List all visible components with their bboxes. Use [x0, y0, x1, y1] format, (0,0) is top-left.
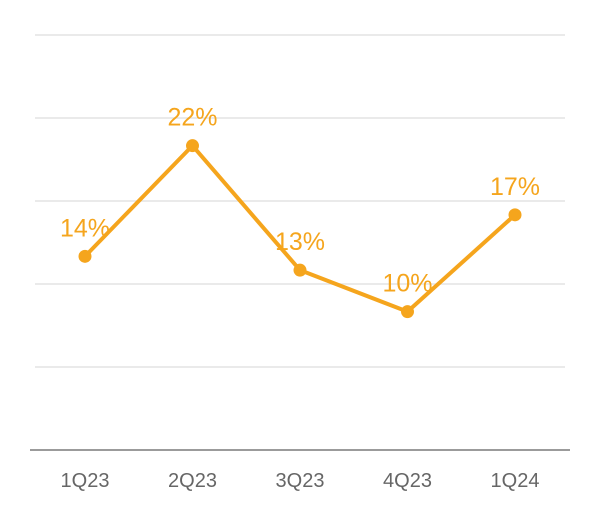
- data-point: [508, 208, 522, 222]
- x-axis-label: 4Q23: [383, 470, 432, 492]
- value-label: 22%: [167, 104, 217, 132]
- data-point: [186, 139, 199, 153]
- data-point: [401, 305, 414, 319]
- x-axis-label: 1Q24: [491, 470, 540, 492]
- value-label: 10%: [382, 270, 432, 298]
- x-axis-label: 2Q23: [168, 470, 217, 492]
- value-label: 13%: [275, 228, 325, 256]
- x-axis-label: 1Q23: [61, 470, 110, 492]
- data-point: [78, 249, 92, 263]
- data-point: [293, 263, 307, 277]
- value-label: 17%: [490, 173, 540, 201]
- x-axis-label: 3Q23: [276, 470, 325, 492]
- value-label: 14%: [60, 214, 110, 242]
